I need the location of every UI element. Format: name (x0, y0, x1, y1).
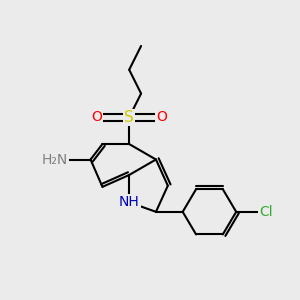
Text: H₂N: H₂N (42, 152, 68, 167)
Text: O: O (157, 110, 167, 124)
Text: S: S (124, 110, 134, 125)
Text: NH: NH (119, 195, 140, 209)
Text: Cl: Cl (259, 205, 273, 219)
Text: O: O (91, 110, 102, 124)
